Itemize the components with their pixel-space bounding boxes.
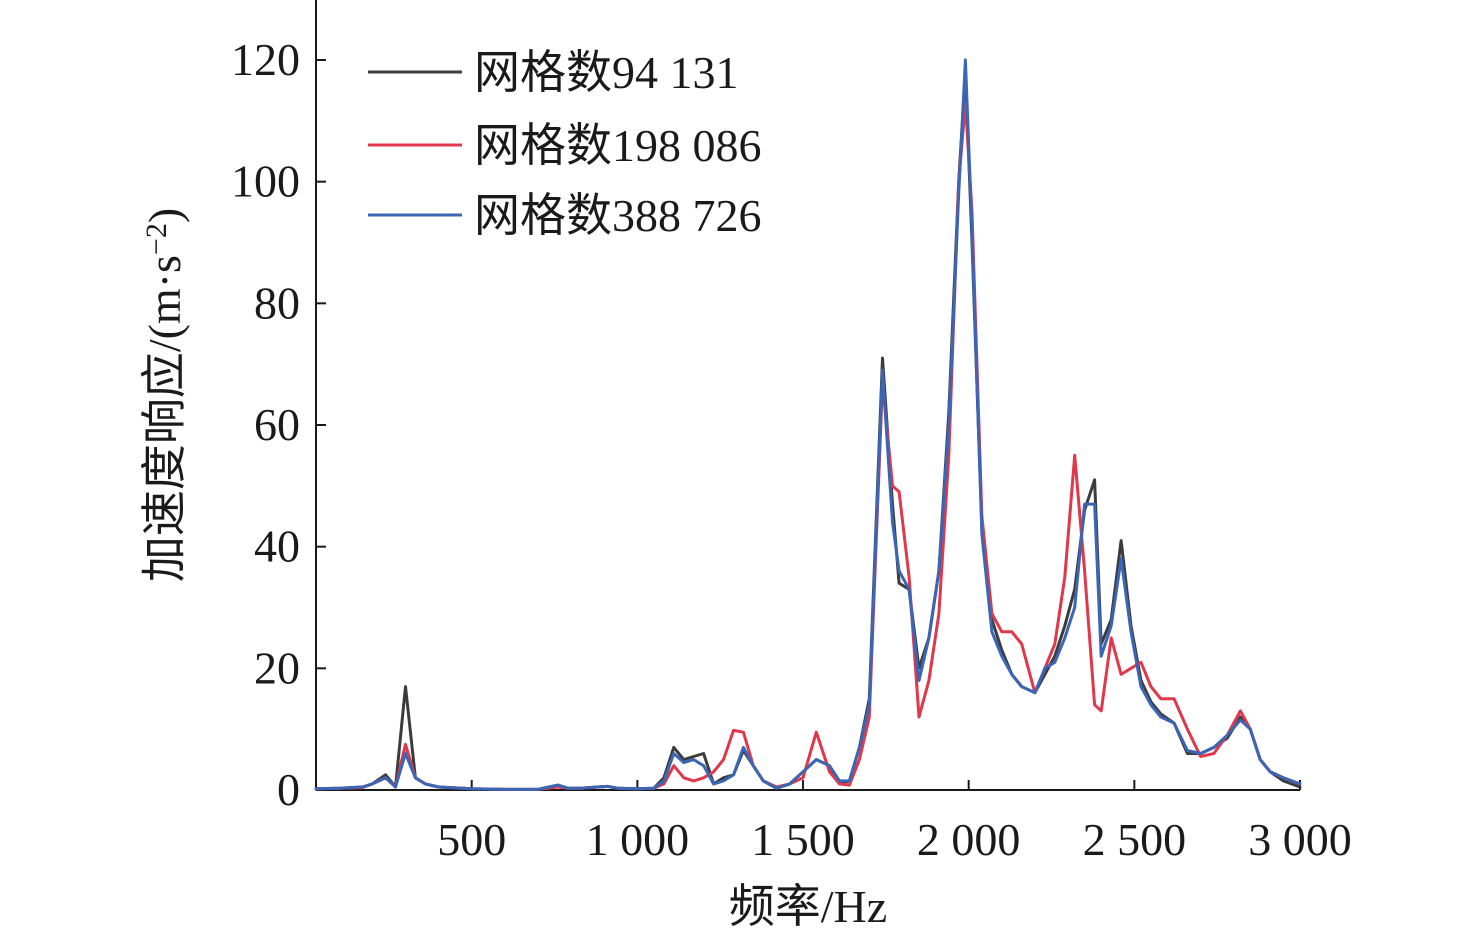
x-tick-label: 2 000 — [917, 814, 1021, 865]
y-axis-title: 加速度响应/(m·s−2) — [139, 208, 190, 582]
y-tick-label: 40 — [254, 521, 300, 572]
series-line-1 — [314, 70, 1302, 791]
y-tick-label: 60 — [254, 399, 300, 450]
x-tick-label: 1 000 — [586, 814, 690, 865]
series-line-3 — [314, 58, 1302, 791]
x-tick-label: 3 000 — [1248, 814, 1352, 865]
y-tick-label: 100 — [231, 156, 300, 207]
x-tick-label: 500 — [437, 814, 506, 865]
y-tick-label: 20 — [254, 642, 300, 693]
y-tick-label: 0 — [277, 764, 300, 815]
x-axis-title: 频率/Hz — [729, 881, 887, 932]
x-tick-label: 1 500 — [751, 814, 855, 865]
y-axis-title-end: ) — [139, 208, 190, 223]
y-tick-label: 80 — [254, 277, 300, 328]
legend-label-2: 网格数198 086 — [474, 120, 762, 171]
series-line-2 — [314, 101, 1302, 791]
y-tick-label: 120 — [231, 34, 300, 85]
axes: 0 20 40 60 80 100 120 500 1 000 1 500 2 000 2 500 3 … — [231, 0, 1352, 865]
series-lines — [314, 58, 1302, 791]
legend: 网格数94 131 网格数198 086 网格数388 726 — [368, 47, 762, 241]
y-axis-title-superscript: −2 — [140, 223, 173, 255]
legend-label-3: 网格数388 726 — [474, 190, 762, 241]
legend-label-1: 网格数94 131 — [474, 47, 739, 98]
x-tick-label: 2 500 — [1083, 814, 1187, 865]
y-axis-title-main: 加速度响应/(m·s — [139, 255, 190, 582]
